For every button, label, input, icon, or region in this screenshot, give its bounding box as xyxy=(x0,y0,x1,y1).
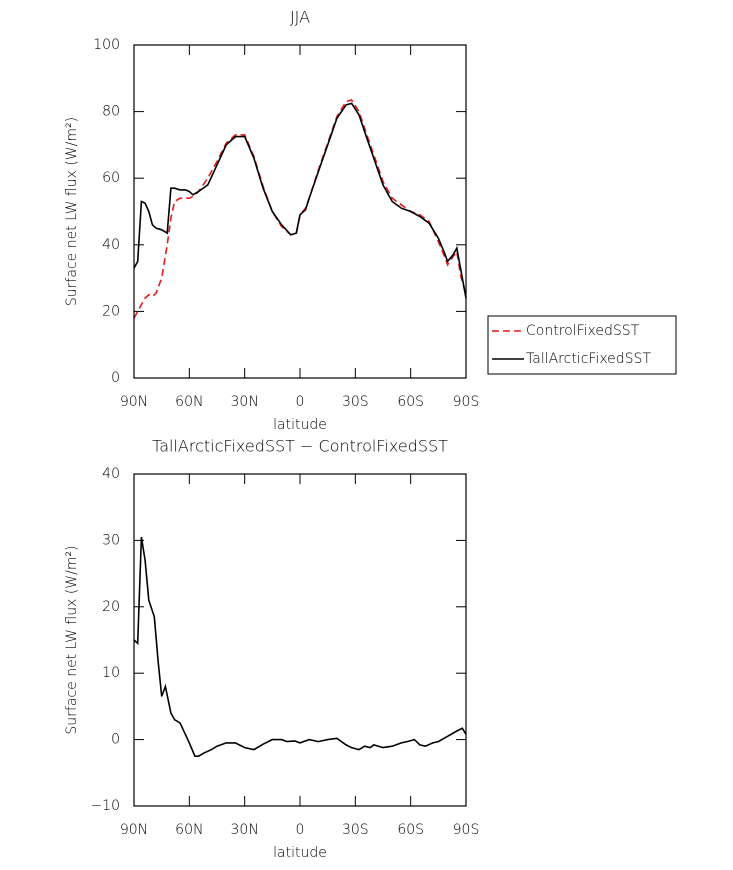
x-tick-label: 60S xyxy=(397,394,424,410)
chart-title: TallArcticFixedSST − ControlFixedSST xyxy=(152,437,448,456)
y-tick-label: 20 xyxy=(102,599,120,615)
x-tick-label: 90N xyxy=(120,822,148,838)
x-axis-label: latitude xyxy=(273,417,327,433)
x-tick-label: 30N xyxy=(231,822,259,838)
chart-title: JJA xyxy=(290,8,310,27)
y-tick-label: 30 xyxy=(102,532,120,548)
x-tick-label: 90S xyxy=(453,394,480,410)
legend-label: ControlFixedSST xyxy=(526,323,640,339)
y-tick-label: 60 xyxy=(102,170,120,186)
series-line xyxy=(133,536,467,757)
y-tick-label: 10 xyxy=(102,665,120,681)
x-tick-label: 60N xyxy=(175,394,203,410)
y-tick-label: 20 xyxy=(102,303,120,319)
series-line xyxy=(133,98,467,319)
y-tick-label: 0 xyxy=(111,370,120,386)
y-axis-label: Surface net LW flux (W/m²) xyxy=(64,117,80,306)
y-tick-label: 0 xyxy=(111,732,120,748)
y-tick-label: 40 xyxy=(102,466,120,482)
x-tick-label: 90N xyxy=(120,394,148,410)
x-tick-label: 0 xyxy=(296,394,305,410)
y-axis-label: Surface net LW flux (W/m²) xyxy=(64,545,80,734)
x-tick-label: 30S xyxy=(342,822,369,838)
y-tick-label: −10 xyxy=(90,798,120,814)
series-line xyxy=(133,102,467,299)
legend-box xyxy=(487,315,677,375)
x-tick-label: 60S xyxy=(397,822,424,838)
plot-frame xyxy=(133,473,467,807)
x-tick-label: 60N xyxy=(175,822,203,838)
plot-frame xyxy=(133,44,467,379)
x-tick-label: 30S xyxy=(342,394,369,410)
legend-label: TallArcticFixedSST xyxy=(526,351,651,367)
x-tick-label: 0 xyxy=(296,822,305,838)
x-tick-label: 30N xyxy=(231,394,259,410)
x-tick-label: 90S xyxy=(453,822,480,838)
y-tick-label: 40 xyxy=(102,237,120,253)
y-tick-label: 80 xyxy=(102,104,120,120)
x-axis-label: latitude xyxy=(273,845,327,861)
y-tick-label: 100 xyxy=(93,37,120,53)
